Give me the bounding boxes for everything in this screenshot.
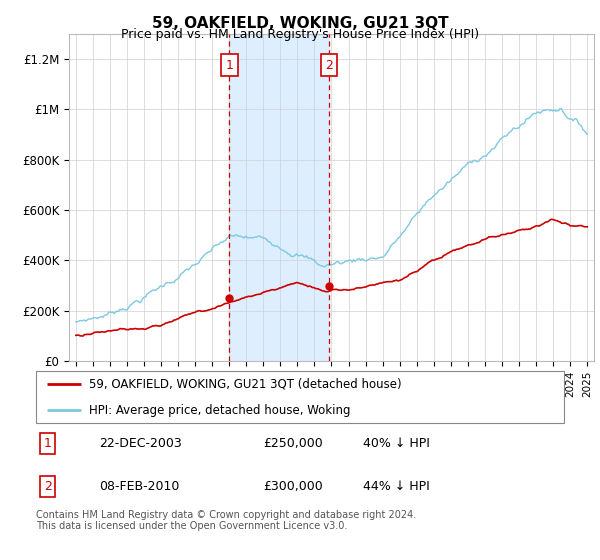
Text: 40% ↓ HPI: 40% ↓ HPI xyxy=(364,437,430,450)
FancyBboxPatch shape xyxy=(36,371,564,423)
Text: 59, OAKFIELD, WOKING, GU21 3QT: 59, OAKFIELD, WOKING, GU21 3QT xyxy=(152,16,448,31)
Text: 1: 1 xyxy=(44,437,52,450)
Text: 22-DEC-2003: 22-DEC-2003 xyxy=(100,437,182,450)
Text: Contains HM Land Registry data © Crown copyright and database right 2024.
This d: Contains HM Land Registry data © Crown c… xyxy=(36,510,416,531)
Text: 44% ↓ HPI: 44% ↓ HPI xyxy=(364,480,430,493)
Text: 59, OAKFIELD, WOKING, GU21 3QT (detached house): 59, OAKFIELD, WOKING, GU21 3QT (detached… xyxy=(89,377,401,390)
Text: £300,000: £300,000 xyxy=(263,480,323,493)
Text: Price paid vs. HM Land Registry's House Price Index (HPI): Price paid vs. HM Land Registry's House … xyxy=(121,28,479,41)
Text: £250,000: £250,000 xyxy=(263,437,323,450)
Text: 2: 2 xyxy=(325,59,333,72)
Text: HPI: Average price, detached house, Woking: HPI: Average price, detached house, Woki… xyxy=(89,404,350,417)
Text: 1: 1 xyxy=(225,59,233,72)
Text: 08-FEB-2010: 08-FEB-2010 xyxy=(100,480,180,493)
Text: 2: 2 xyxy=(44,480,52,493)
Bar xyxy=(229,34,329,361)
